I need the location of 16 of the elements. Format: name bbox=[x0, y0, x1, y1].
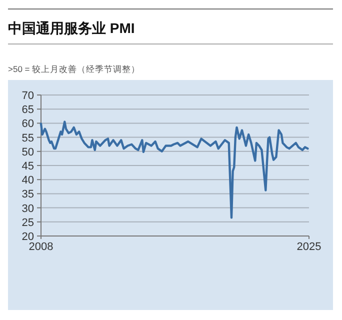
y-tick-label: 70 bbox=[22, 90, 34, 102]
line-series bbox=[40, 120, 309, 219]
chart-subtitle: >50 = 较上月改善（经季节调整） bbox=[8, 64, 140, 74]
y-tick-label: 50 bbox=[22, 146, 34, 158]
y-tick-label: 25 bbox=[22, 216, 34, 229]
y-tick-label: 65 bbox=[22, 104, 34, 116]
y-tick-label: 35 bbox=[22, 188, 34, 201]
y-tick-label: 30 bbox=[22, 202, 34, 215]
x-tick-label: 2025 bbox=[296, 241, 322, 253]
chart-title: 中国通用服务业 PMI bbox=[8, 20, 135, 36]
y-tick-label: 40 bbox=[22, 174, 34, 187]
y-tick-label: 55 bbox=[22, 132, 34, 144]
y-tick-label: 20 bbox=[22, 231, 34, 243]
y-tick-label: 60 bbox=[22, 118, 34, 130]
x-tick-label: 2008 bbox=[28, 241, 54, 253]
y-tick-label: 45 bbox=[22, 160, 34, 172]
